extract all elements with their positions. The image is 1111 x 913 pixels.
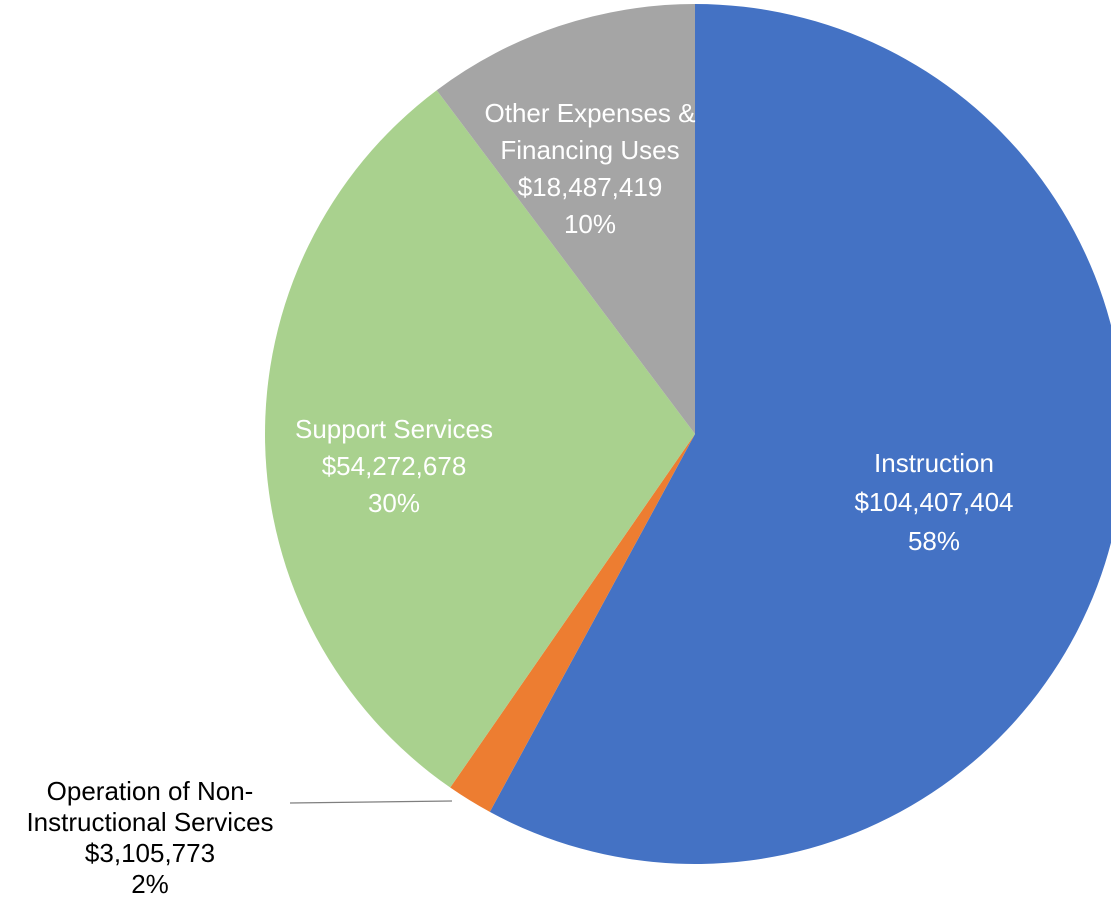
slice-label-other-expenses: Other Expenses & Financing Uses $18,487,41…: [485, 98, 696, 239]
slice-label-other-expenses-percent-label: 10%: [564, 209, 616, 239]
pie-slices: [265, 4, 1111, 864]
slice-label-instruction-line1: Instruction: [874, 448, 994, 478]
slice-label-support-services-line1: Support Services: [295, 414, 493, 444]
pie-slice-support-services: [265, 90, 695, 788]
slice-label-other-expenses-line2: Financing Uses: [500, 135, 679, 165]
slice-label-other-expenses-value-label: $18,487,419: [518, 172, 663, 202]
slice-label-operation-non-instructional-percent-label: 2%: [131, 869, 169, 899]
leader-line-operation-non-instructional: [289, 800, 453, 804]
pie-slice-instruction: [489, 4, 1111, 864]
slice-label-operation-non-instructional: Operation of Non-Instructional Services $…: [26, 776, 273, 899]
slice-label-other-expenses-line1: Other Expenses &: [485, 98, 696, 128]
pie-slice-operation-non-instructional: [450, 434, 695, 812]
slice-label-operation-non-instructional-line1: Operation of Non-: [47, 776, 254, 806]
slice-label-operation-non-instructional-line2: Instructional Services: [26, 807, 273, 837]
slice-label-instruction: Instruction $104,407,404 58%: [854, 448, 1013, 556]
slice-label-support-services: Support Services $54,272,678 30%: [295, 414, 493, 518]
slice-labels: Instruction $104,407,404 58% Operation of N…: [26, 98, 1013, 899]
slice-label-support-services-percent-label: 30%: [368, 488, 420, 518]
slice-label-instruction-percent-label: 58%: [908, 526, 960, 556]
slice-label-support-services-value-label: $54,272,678: [322, 451, 467, 481]
pie-slice-other-expenses: [436, 4, 695, 434]
slice-label-instruction-value-label: $104,407,404: [854, 487, 1013, 517]
slice-label-operation-non-instructional-value-label: $3,105,773: [85, 838, 215, 868]
